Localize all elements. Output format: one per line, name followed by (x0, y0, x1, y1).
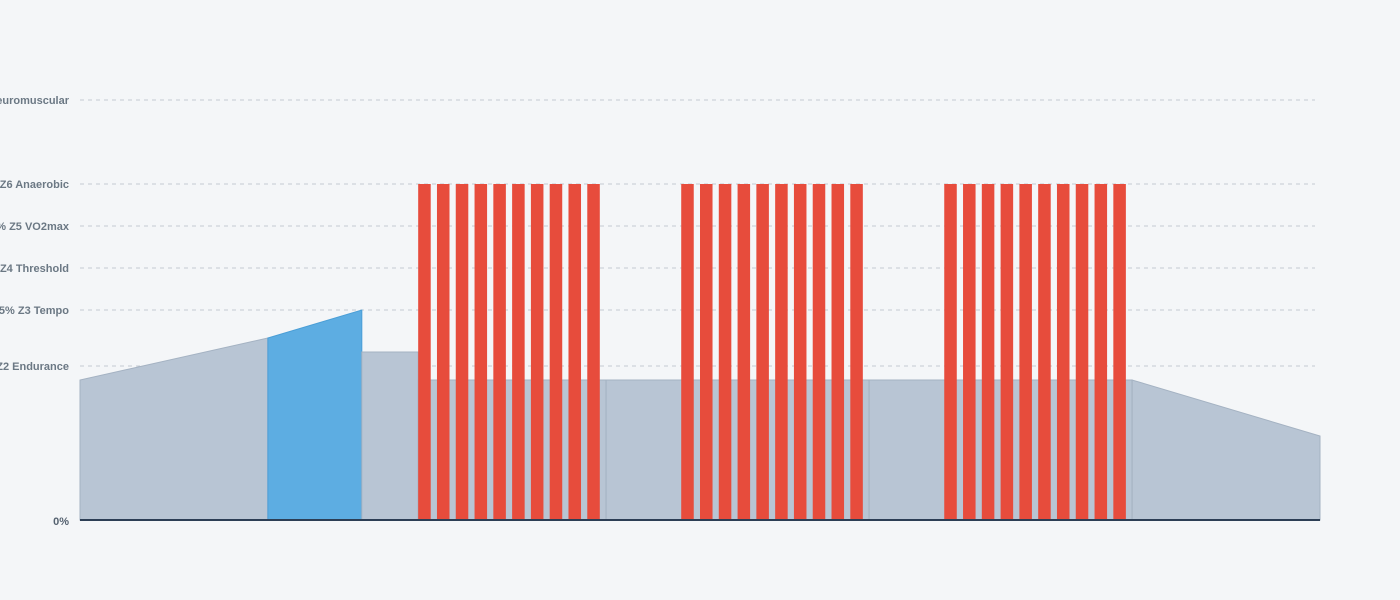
segment-tempo-2 (267, 309, 363, 521)
zone-label-z4-threshold: Z4 Threshold (0, 263, 69, 275)
interval-bar-2-4 (737, 184, 751, 520)
interval-bar-2-3 (718, 184, 732, 520)
interval-bar-3-9 (1094, 184, 1108, 520)
interval-bar-1-8 (549, 184, 563, 520)
interval-bar-3-4 (1000, 184, 1014, 520)
interval-bar-1-9 (568, 184, 582, 520)
interval-bar-2-1 (681, 184, 694, 520)
interval-bar-2-7 (793, 184, 807, 520)
interval-bar-3-7 (1056, 184, 1070, 520)
interval-bar-3-1 (944, 184, 957, 520)
interval-bar-2-10 (850, 184, 863, 520)
interval-set-2 (681, 184, 863, 520)
interval-bar-2-6 (775, 184, 788, 520)
interval-bar-3-3 (981, 184, 995, 520)
segment-ramp-7 (1131, 379, 1321, 521)
interval-bar-1-4 (474, 184, 488, 520)
interval-bar-2-5 (756, 184, 769, 520)
zone-label-z5-vo2max: % Z5 VO2max (0, 221, 70, 233)
interval-bar-1-10 (587, 184, 600, 520)
interval-bar-3-8 (1075, 184, 1089, 520)
interval-sets (418, 184, 1126, 520)
interval-bar-1-2 (436, 184, 450, 520)
zero-percent-label: 0% (53, 516, 69, 528)
zone-label-neuromuscular: euromuscular (0, 95, 70, 107)
interval-bar-2-2 (700, 184, 713, 520)
interval-set-1 (418, 184, 600, 520)
interval-bar-1-7 (530, 184, 544, 520)
interval-bar-1-5 (493, 184, 506, 520)
zone-gridlines: euromuscular Z6 Anaerobic % Z5 VO2max Z4 Th… (0, 95, 1315, 373)
interval-bar-3-2 (963, 184, 976, 520)
zone-label-z2-endurance: Z2 Endurance (0, 361, 69, 373)
interval-bar-1-6 (512, 184, 525, 520)
segment-steady-3 (361, 351, 419, 521)
interval-bar-2-8 (812, 184, 826, 520)
interval-bar-1-3 (455, 184, 469, 520)
interval-bar-3-5 (1019, 184, 1032, 520)
interval-bar-3-6 (1038, 184, 1051, 520)
interval-bar-1-1 (418, 184, 431, 520)
zone-label-z6-anaerobic: Z6 Anaerobic (0, 179, 69, 191)
interval-bar-2-9 (831, 184, 845, 520)
interval-set-3 (944, 184, 1126, 520)
zone-label-z3-tempo: 5% Z3 Tempo (0, 305, 69, 317)
interval-bar-3-10 (1113, 184, 1126, 520)
segment-ramp-1 (79, 337, 269, 521)
